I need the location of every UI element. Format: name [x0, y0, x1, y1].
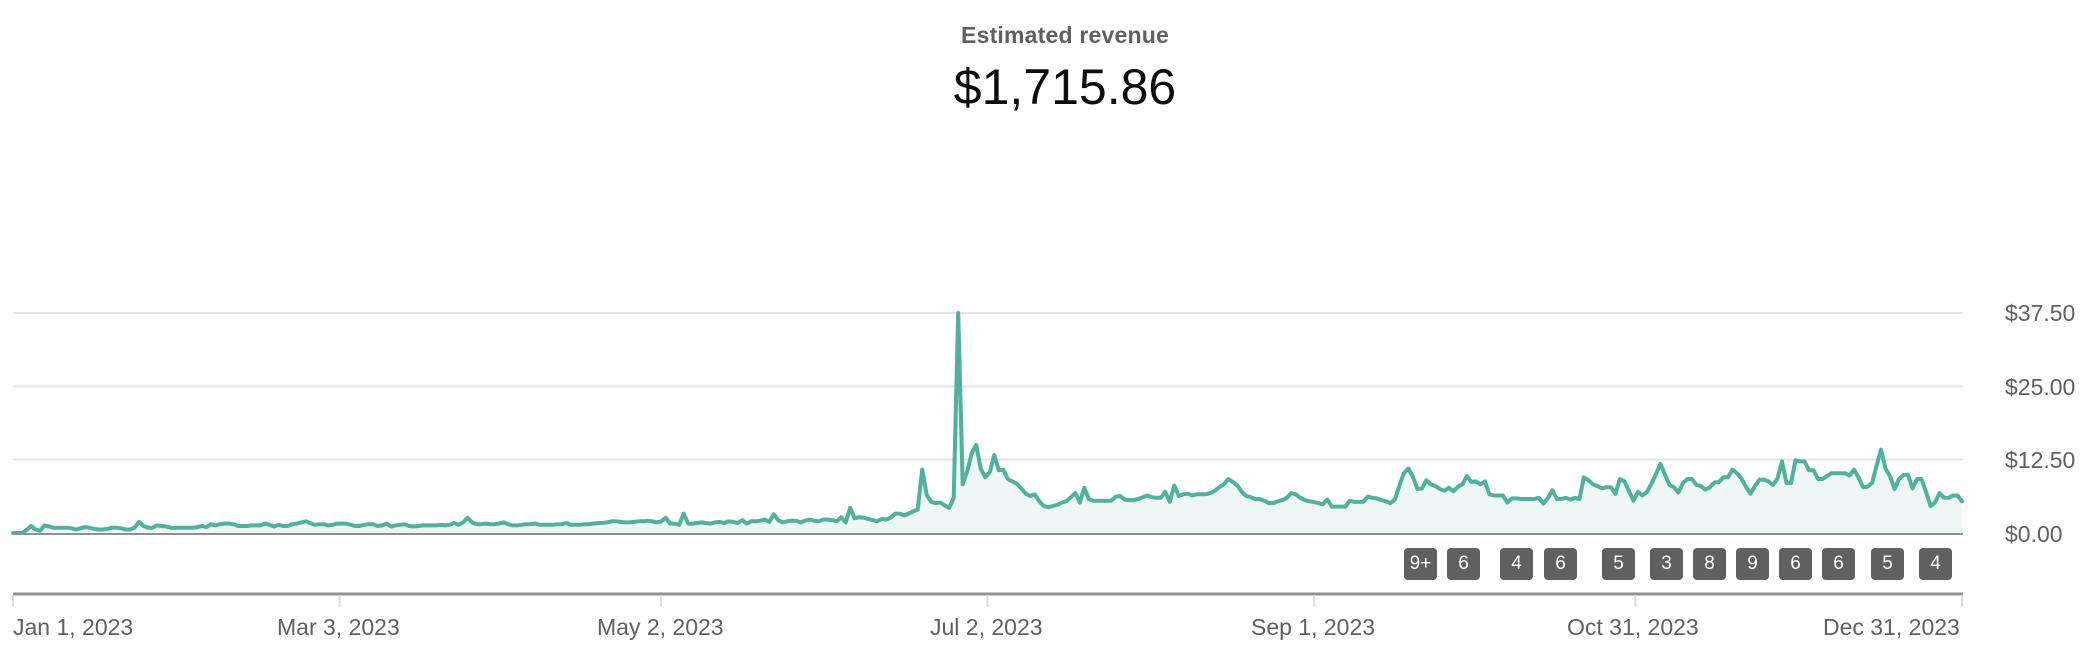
annotation-badge[interactable]: 5	[1871, 548, 1904, 580]
annotation-badge[interactable]: 3	[1650, 548, 1683, 580]
annotation-badge[interactable]: 4	[1500, 548, 1533, 580]
metric-label: Estimated revenue	[961, 22, 1169, 48]
x-tick-label: Sep 1, 2023	[1251, 614, 1376, 640]
x-tick-label: Jul 2, 2023	[930, 614, 1043, 640]
x-tick-label: May 2, 2023	[597, 614, 724, 640]
annotation-badge[interactable]: 6	[1822, 548, 1855, 580]
annotation-badge[interactable]: 6	[1544, 548, 1577, 580]
annotation-badge[interactable]: 9+	[1404, 548, 1437, 580]
annotation-badge[interactable]: 4	[1919, 548, 1952, 580]
x-tick-label: Mar 3, 2023	[277, 614, 400, 640]
gridlines	[13, 312, 1963, 461]
y-tick-label: $37.50	[2005, 300, 2076, 326]
y-tick-label: $12.50	[2005, 447, 2076, 473]
y-tick-label: $0.00	[2005, 521, 2063, 547]
revenue-line[interactable]	[11, 311, 1964, 535]
x-tick-label: Jan 1, 2023	[13, 614, 134, 640]
annotation-badge[interactable]: 5	[1602, 548, 1635, 580]
annotation-badge[interactable]: 6	[1447, 548, 1480, 580]
x-tick-label: Oct 31, 2023	[1567, 614, 1699, 640]
revenue-area-fill	[13, 313, 1962, 533]
metric-value: $1,715.86	[953, 59, 1177, 115]
annotation-badge[interactable]: 8	[1693, 548, 1726, 580]
y-tick-label: $25.00	[2005, 374, 2076, 400]
annotation-badge[interactable]: 6	[1779, 548, 1812, 580]
x-axis-ticks	[12, 595, 1963, 607]
annotation-badge[interactable]: 9	[1736, 548, 1769, 580]
x-tick-label: Dec 31, 2023	[1823, 614, 1960, 640]
